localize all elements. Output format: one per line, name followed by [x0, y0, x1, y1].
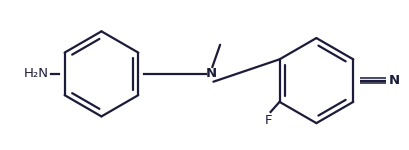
Text: H₂N: H₂N — [24, 67, 49, 80]
Text: F: F — [264, 114, 272, 127]
Text: N: N — [205, 67, 216, 80]
Text: N: N — [388, 74, 399, 87]
